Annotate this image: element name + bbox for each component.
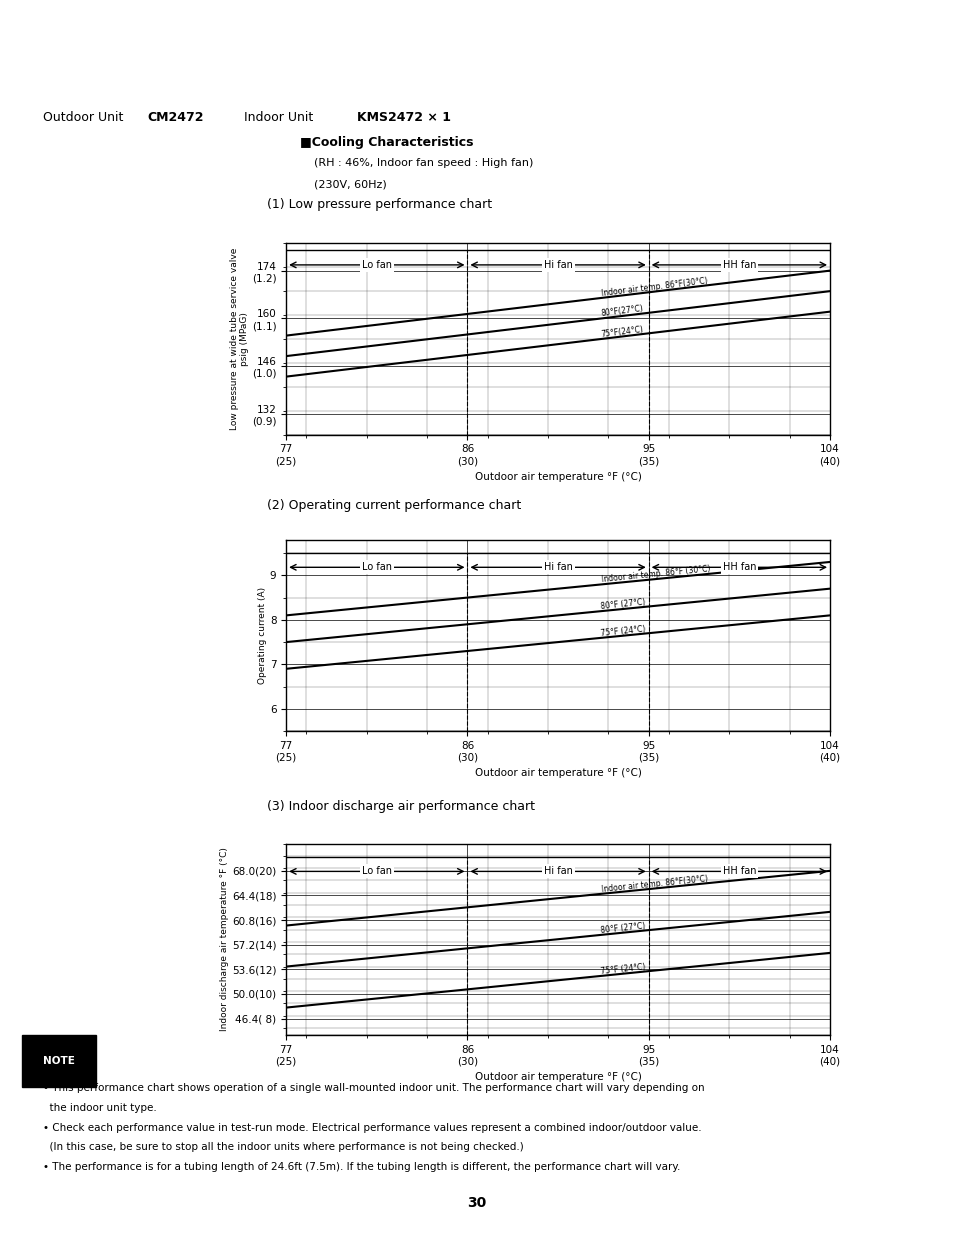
- Text: Lo fan: Lo fan: [361, 562, 392, 572]
- Text: 80°F (27°C): 80°F (27°C): [600, 921, 646, 935]
- Text: • This performance chart shows operation of a single wall-mounted indoor unit. T: • This performance chart shows operation…: [43, 1083, 704, 1093]
- Text: HH fan: HH fan: [721, 259, 756, 270]
- Text: 30: 30: [467, 1197, 486, 1210]
- Text: Indoor air temp. 86°F(30°C): Indoor air temp. 86°F(30°C): [599, 277, 707, 298]
- Text: ■Cooling Characteristics: ■Cooling Characteristics: [299, 136, 473, 149]
- Y-axis label: Operating current (A): Operating current (A): [258, 587, 267, 684]
- Text: Indoor air temp. 86°F (30°C): Indoor air temp. 86°F (30°C): [600, 564, 710, 584]
- Text: • Check each performance value in test-run mode. Electrical performance values r: • Check each performance value in test-r…: [43, 1123, 700, 1132]
- Text: Outdoor Unit: Outdoor Unit: [43, 111, 123, 125]
- Text: Hi fan: Hi fan: [543, 562, 572, 572]
- Text: (3) Indoor discharge air performance chart: (3) Indoor discharge air performance cha…: [267, 800, 535, 814]
- Text: 80°F (27°C): 80°F (27°C): [600, 598, 646, 611]
- X-axis label: Outdoor air temperature °F (°C): Outdoor air temperature °F (°C): [475, 472, 640, 482]
- X-axis label: Outdoor air temperature °F (°C): Outdoor air temperature °F (°C): [475, 1072, 640, 1082]
- Text: (In this case, be sure to stop all the indoor units where performance is not bei: (In this case, be sure to stop all the i…: [43, 1142, 523, 1152]
- Text: • The performance is for a tubing length of 24.6ft (7.5m). If the tubing length : • The performance is for a tubing length…: [43, 1162, 679, 1172]
- Text: the indoor unit type.: the indoor unit type.: [43, 1103, 156, 1113]
- Text: NOTE: NOTE: [43, 1056, 74, 1066]
- Y-axis label: Low pressure at wide tube service valve
psig (MPaG): Low pressure at wide tube service valve …: [230, 248, 249, 430]
- Y-axis label: Indoor discharge air temperature °F (°C): Indoor discharge air temperature °F (°C): [220, 847, 229, 1031]
- Text: 75°F (24°C): 75°F (24°C): [600, 625, 646, 637]
- Text: HH fan: HH fan: [721, 867, 756, 877]
- Text: Hi fan: Hi fan: [543, 259, 572, 270]
- Text: 75°F(24°C): 75°F(24°C): [599, 325, 643, 338]
- Text: CM2472: CM2472: [148, 111, 204, 125]
- Text: Indoor air temp. 86°F(30°C): Indoor air temp. 86°F(30°C): [600, 874, 707, 894]
- Text: Lo fan: Lo fan: [361, 867, 392, 877]
- Text: 80°F(27°C): 80°F(27°C): [599, 305, 643, 319]
- Text: KMS2472 × 1: KMS2472 × 1: [356, 111, 451, 125]
- Text: Hi fan: Hi fan: [543, 867, 572, 877]
- Text: 75°F (24°C): 75°F (24°C): [600, 962, 646, 976]
- Text: (2) Operating current performance chart: (2) Operating current performance chart: [267, 499, 521, 513]
- Text: HH fan: HH fan: [721, 562, 756, 572]
- Text: Indoor Unit: Indoor Unit: [232, 111, 313, 125]
- Text: (RH : 46%, Indoor fan speed : High fan): (RH : 46%, Indoor fan speed : High fan): [314, 158, 533, 168]
- Text: (230V, 60Hz): (230V, 60Hz): [314, 179, 386, 189]
- Text: (1) Low pressure performance chart: (1) Low pressure performance chart: [267, 198, 492, 211]
- Text: Lo fan: Lo fan: [361, 259, 392, 270]
- X-axis label: Outdoor air temperature °F (°C): Outdoor air temperature °F (°C): [475, 768, 640, 778]
